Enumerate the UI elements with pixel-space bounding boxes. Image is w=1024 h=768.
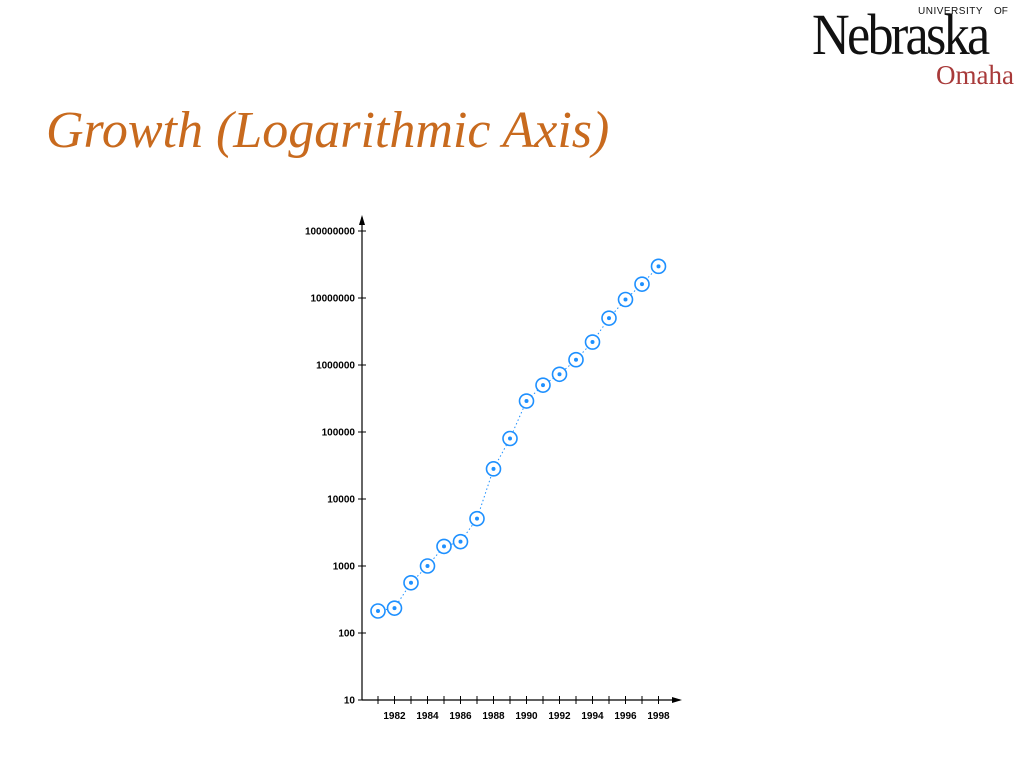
logo-university-text: UNIVERSITY	[918, 6, 984, 17]
data-point	[568, 351, 584, 368]
data-point	[419, 558, 436, 574]
data-point-dot	[623, 297, 628, 302]
data-point	[584, 334, 601, 350]
data-point-dot	[409, 580, 413, 585]
x-axis-arrow	[672, 697, 682, 703]
trend-polyline	[377, 265, 659, 612]
trend-line	[377, 265, 659, 612]
data-point	[386, 600, 403, 616]
y-axis-ticks: 10 100 1000 10000 100000 1000000 10000000 10000…	[305, 227, 366, 707]
data-point	[403, 574, 419, 591]
data-point	[617, 291, 634, 308]
y-tick-label: 1000	[333, 562, 356, 573]
data-point-dot	[656, 264, 661, 269]
y-tick-label: 100000000	[305, 227, 355, 238]
x-tick-label: 1988	[482, 711, 505, 722]
x-tick-label: 1982	[383, 711, 406, 722]
data-point-dot	[574, 357, 578, 362]
y-tick-label: 10000000	[311, 294, 356, 305]
slide-title: Growth (Logarithmic Axis)	[46, 102, 610, 159]
y-tick-label: 1000000	[316, 361, 355, 372]
data-point-dot	[491, 466, 496, 471]
data-point-dot	[508, 436, 512, 441]
data-point	[452, 533, 469, 550]
data-point-dot	[590, 340, 595, 345]
data-point	[436, 538, 452, 555]
data-point	[518, 393, 535, 409]
data-point	[650, 258, 667, 275]
university-logo: Nebraska UNIVERSITY OF Omaha	[808, 4, 1020, 92]
data-point	[634, 276, 650, 292]
data-point-dot	[458, 539, 463, 544]
y-tick-label: 10000	[327, 495, 355, 506]
data-point-dot	[392, 606, 397, 611]
data-point	[502, 430, 518, 447]
x-tick-label: 1996	[614, 711, 637, 722]
data-points	[370, 258, 667, 619]
data-point-dot	[442, 544, 446, 549]
growth-chart: 10 100 1000 10000 100000 1000000 10000000 10000…	[305, 215, 682, 722]
data-point-dot	[475, 516, 479, 521]
x-axis-ticks: 1982 1984 1986 1988 1990 1992 1994 1996 1998	[377, 696, 670, 722]
x-tick-label: 1998	[647, 711, 670, 722]
data-point-dot	[557, 372, 562, 377]
x-tick-label: 1994	[581, 711, 604, 722]
logo-of-text: OF	[994, 6, 1008, 17]
data-point	[551, 366, 568, 383]
data-point	[485, 461, 502, 477]
logo-campus: Omaha	[936, 60, 1014, 90]
data-point-dot	[640, 282, 644, 287]
data-point	[469, 510, 485, 527]
data-point-dot	[607, 316, 611, 321]
data-point	[370, 603, 386, 619]
data-point	[535, 377, 551, 393]
x-tick-label: 1984	[416, 711, 439, 722]
x-tick-label: 1986	[449, 711, 472, 722]
chart-axes	[359, 215, 682, 703]
y-axis-arrow	[359, 215, 365, 225]
data-point-dot	[541, 383, 545, 388]
x-tick-label: 1992	[548, 711, 571, 722]
data-point-dot	[425, 564, 430, 568]
data-point-dot	[376, 608, 380, 613]
x-tick-label: 1990	[515, 711, 538, 722]
data-point	[601, 310, 617, 326]
data-point-dot	[524, 399, 529, 404]
logo-wordmark: Nebraska	[812, 2, 990, 67]
y-tick-label: 100000	[322, 428, 356, 439]
y-tick-label: 100	[338, 629, 355, 640]
y-tick-label: 10	[344, 696, 356, 707]
